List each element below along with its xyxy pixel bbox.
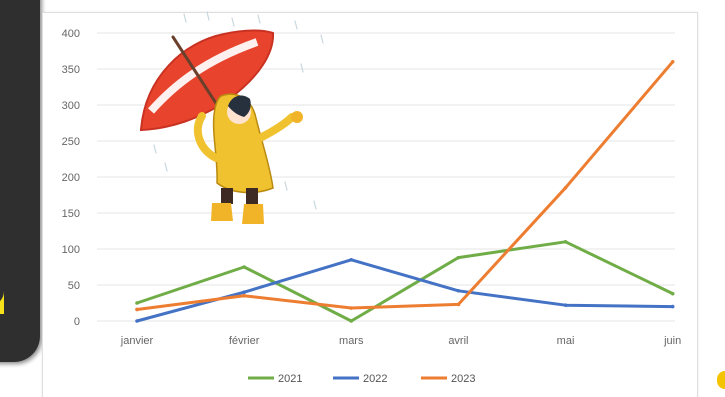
legend: 2021 2022 2023 (248, 373, 475, 385)
rain-drop (320, 34, 324, 44)
y-axis-labels: 0 50 100 150 200 250 300 350 400 (62, 28, 80, 328)
data-point-2022 (456, 288, 461, 293)
rain-drops (153, 11, 324, 210)
series-lines (135, 60, 675, 323)
series-line-2021 (135, 240, 675, 323)
data-point-2022 (242, 290, 246, 295)
data-point-2022 (670, 304, 675, 309)
y-tick-label: 50 (68, 280, 80, 292)
rain-drop (300, 63, 304, 73)
data-point-2023 (456, 302, 461, 307)
data-point-2021 (349, 319, 354, 323)
rain-drop (183, 13, 187, 23)
x-tick-label: juin (663, 335, 681, 347)
rain-drop (284, 181, 288, 191)
y-tick-label: 250 (62, 136, 80, 148)
left-frame (0, 0, 40, 362)
rain-drop (206, 11, 210, 21)
data-point-2022 (135, 319, 139, 323)
umbrella-child-illustration (139, 11, 324, 224)
x-tick-label: février (229, 335, 260, 347)
data-point-2022 (563, 303, 568, 307)
data-point-2021 (135, 301, 139, 305)
legend-label-2021: 2021 (278, 373, 302, 385)
y-tick-label: 0 (74, 316, 80, 328)
left-arm (193, 112, 220, 162)
rain-drop (313, 200, 317, 210)
x-tick-label: mai (557, 335, 575, 347)
data-point-2021 (242, 265, 246, 269)
y-tick-label: 350 (62, 64, 80, 76)
x-tick-label: mars (339, 335, 364, 347)
glove (291, 111, 303, 123)
raincoat (212, 93, 274, 194)
series-line-2023 (135, 60, 675, 311)
series-points (135, 60, 675, 323)
rain-drop (257, 14, 261, 24)
right-arm (254, 113, 296, 143)
x-tick-label: janvier (120, 335, 154, 347)
data-point-2023 (563, 186, 568, 190)
left-frame-inner (0, 0, 4, 306)
data-point-2023 (135, 307, 139, 312)
data-point-2021 (456, 255, 461, 260)
left-boot (211, 203, 233, 221)
hair (228, 95, 251, 117)
y-tick-label: 150 (62, 208, 80, 220)
sun-fragment (717, 371, 725, 389)
data-point-2021 (670, 291, 675, 296)
y-tick-label: 400 (62, 28, 80, 40)
umbrella-stripe (148, 38, 259, 114)
rain-drop (231, 17, 235, 27)
x-tick-label: avril (448, 335, 468, 347)
y-tick-label: 200 (62, 172, 80, 184)
right-leg (246, 188, 258, 205)
rain-drop (164, 162, 168, 172)
right-boot (242, 204, 264, 224)
chart-card (42, 12, 698, 397)
y-tick-label: 300 (62, 100, 80, 112)
x-axis-labels: janvier février mars avril mai juin (120, 335, 681, 347)
legend-label-2023: 2023 (451, 373, 475, 385)
data-point-2023 (242, 294, 246, 298)
rain-drop (294, 20, 298, 30)
legend-label-2022: 2022 (363, 373, 387, 385)
left-leg (221, 188, 233, 204)
data-point-2023 (670, 60, 675, 64)
data-point-2022 (349, 258, 354, 262)
y-tick-label: 100 (62, 244, 80, 256)
rain-drop (153, 144, 157, 154)
data-point-2021 (563, 240, 568, 244)
data-point-2023 (349, 306, 354, 310)
